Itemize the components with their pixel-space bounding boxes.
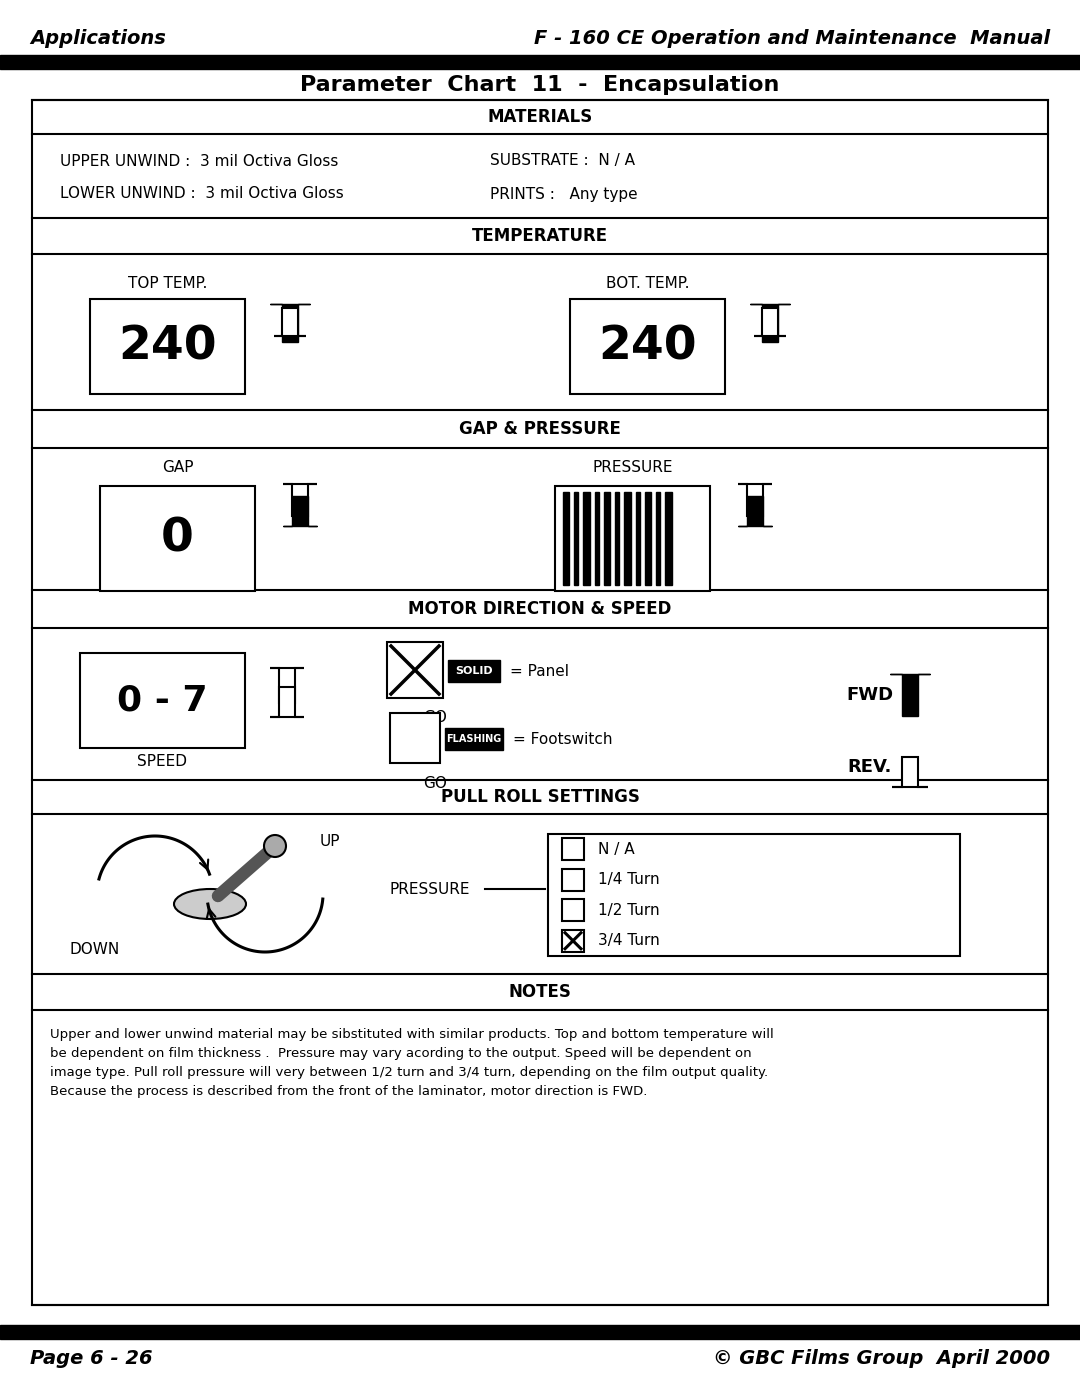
- Bar: [387, 643, 443, 698]
- Bar: [0, 54, 1080, 68]
- Polygon shape: [283, 483, 318, 515]
- Text: TOP TEMP.: TOP TEMP.: [127, 277, 207, 292]
- Polygon shape: [892, 757, 928, 787]
- Bar: [573, 492, 578, 585]
- Text: 1/4 Turn: 1/4 Turn: [598, 872, 660, 887]
- Text: Page 6 - 26: Page 6 - 26: [30, 1348, 152, 1368]
- Text: GO: GO: [423, 711, 447, 725]
- Bar: [570, 299, 725, 394]
- Polygon shape: [754, 307, 786, 337]
- Bar: [563, 492, 569, 585]
- Bar: [100, 486, 255, 591]
- Text: Upper and lower unwind material may be sibstituted with similar products. Top an: Upper and lower unwind material may be s…: [50, 1028, 773, 1098]
- Text: N / A: N / A: [598, 842, 635, 856]
- Bar: [562, 930, 584, 951]
- Text: REV.: REV.: [848, 759, 892, 777]
- Bar: [445, 728, 503, 750]
- Text: = Footswitch: = Footswitch: [513, 732, 612, 746]
- Polygon shape: [750, 305, 789, 342]
- Text: PRESSURE: PRESSURE: [390, 882, 470, 897]
- Text: FWD: FWD: [847, 686, 893, 704]
- Bar: [583, 492, 590, 585]
- Text: 0 - 7: 0 - 7: [118, 683, 207, 718]
- Bar: [604, 492, 610, 585]
- Bar: [562, 838, 584, 861]
- Text: 0: 0: [161, 515, 194, 562]
- Text: UP: UP: [320, 834, 340, 849]
- Text: SPEED: SPEED: [137, 754, 188, 770]
- Text: DOWN: DOWN: [70, 942, 120, 957]
- Bar: [562, 900, 584, 921]
- Text: FLASHING: FLASHING: [446, 733, 501, 745]
- Bar: [595, 492, 599, 585]
- Text: 240: 240: [118, 324, 217, 369]
- Text: GO: GO: [423, 775, 447, 791]
- Ellipse shape: [174, 888, 246, 919]
- Bar: [615, 492, 619, 585]
- Text: MATERIALS: MATERIALS: [487, 108, 593, 126]
- Text: GAP: GAP: [162, 461, 193, 475]
- Text: TEMPERATURE: TEMPERATURE: [472, 226, 608, 244]
- Polygon shape: [270, 668, 303, 703]
- Text: Applications: Applications: [30, 29, 166, 49]
- Bar: [448, 659, 500, 682]
- Bar: [645, 492, 651, 585]
- Polygon shape: [738, 483, 772, 515]
- Polygon shape: [270, 687, 303, 717]
- Text: PRESSURE: PRESSURE: [592, 461, 673, 475]
- Polygon shape: [738, 496, 772, 527]
- Bar: [80, 652, 245, 747]
- Text: NOTES: NOTES: [509, 983, 571, 1002]
- Text: PRINTS :   Any type: PRINTS : Any type: [490, 187, 637, 201]
- Bar: [555, 486, 710, 591]
- Text: 1/2 Turn: 1/2 Turn: [598, 902, 660, 918]
- Bar: [548, 834, 960, 956]
- Bar: [32, 101, 1048, 1305]
- Text: F - 160 CE Operation and Maintenance  Manual: F - 160 CE Operation and Maintenance Man…: [534, 29, 1050, 49]
- Bar: [665, 492, 672, 585]
- Bar: [636, 492, 640, 585]
- Bar: [656, 492, 660, 585]
- Polygon shape: [270, 305, 310, 342]
- Text: SUBSTRATE :  N / A: SUBSTRATE : N / A: [490, 154, 635, 169]
- Polygon shape: [274, 307, 306, 337]
- Text: = Panel: = Panel: [510, 664, 569, 679]
- Bar: [562, 869, 584, 891]
- Text: GAP & PRESSURE: GAP & PRESSURE: [459, 420, 621, 439]
- Text: 3/4 Turn: 3/4 Turn: [598, 933, 660, 949]
- Text: 240: 240: [598, 324, 697, 369]
- Polygon shape: [890, 673, 930, 717]
- Text: UPPER UNWIND :  3 mil Octiva Gloss: UPPER UNWIND : 3 mil Octiva Gloss: [60, 154, 338, 169]
- Text: MOTOR DIRECTION & SPEED: MOTOR DIRECTION & SPEED: [408, 599, 672, 617]
- Polygon shape: [283, 496, 318, 527]
- Text: © GBC Films Group  April 2000: © GBC Films Group April 2000: [713, 1348, 1050, 1368]
- Bar: [390, 712, 440, 763]
- Bar: [0, 1324, 1080, 1338]
- Circle shape: [264, 835, 286, 856]
- Text: Parameter  Chart  11  -  Encapsulation: Parameter Chart 11 - Encapsulation: [300, 75, 780, 95]
- Text: PULL ROLL SETTINGS: PULL ROLL SETTINGS: [441, 788, 639, 806]
- Text: LOWER UNWIND :  3 mil Octiva Gloss: LOWER UNWIND : 3 mil Octiva Gloss: [60, 187, 343, 201]
- Bar: [624, 492, 631, 585]
- Text: BOT. TEMP.: BOT. TEMP.: [606, 277, 689, 292]
- Bar: [90, 299, 245, 394]
- Text: SOLID: SOLID: [455, 666, 492, 676]
